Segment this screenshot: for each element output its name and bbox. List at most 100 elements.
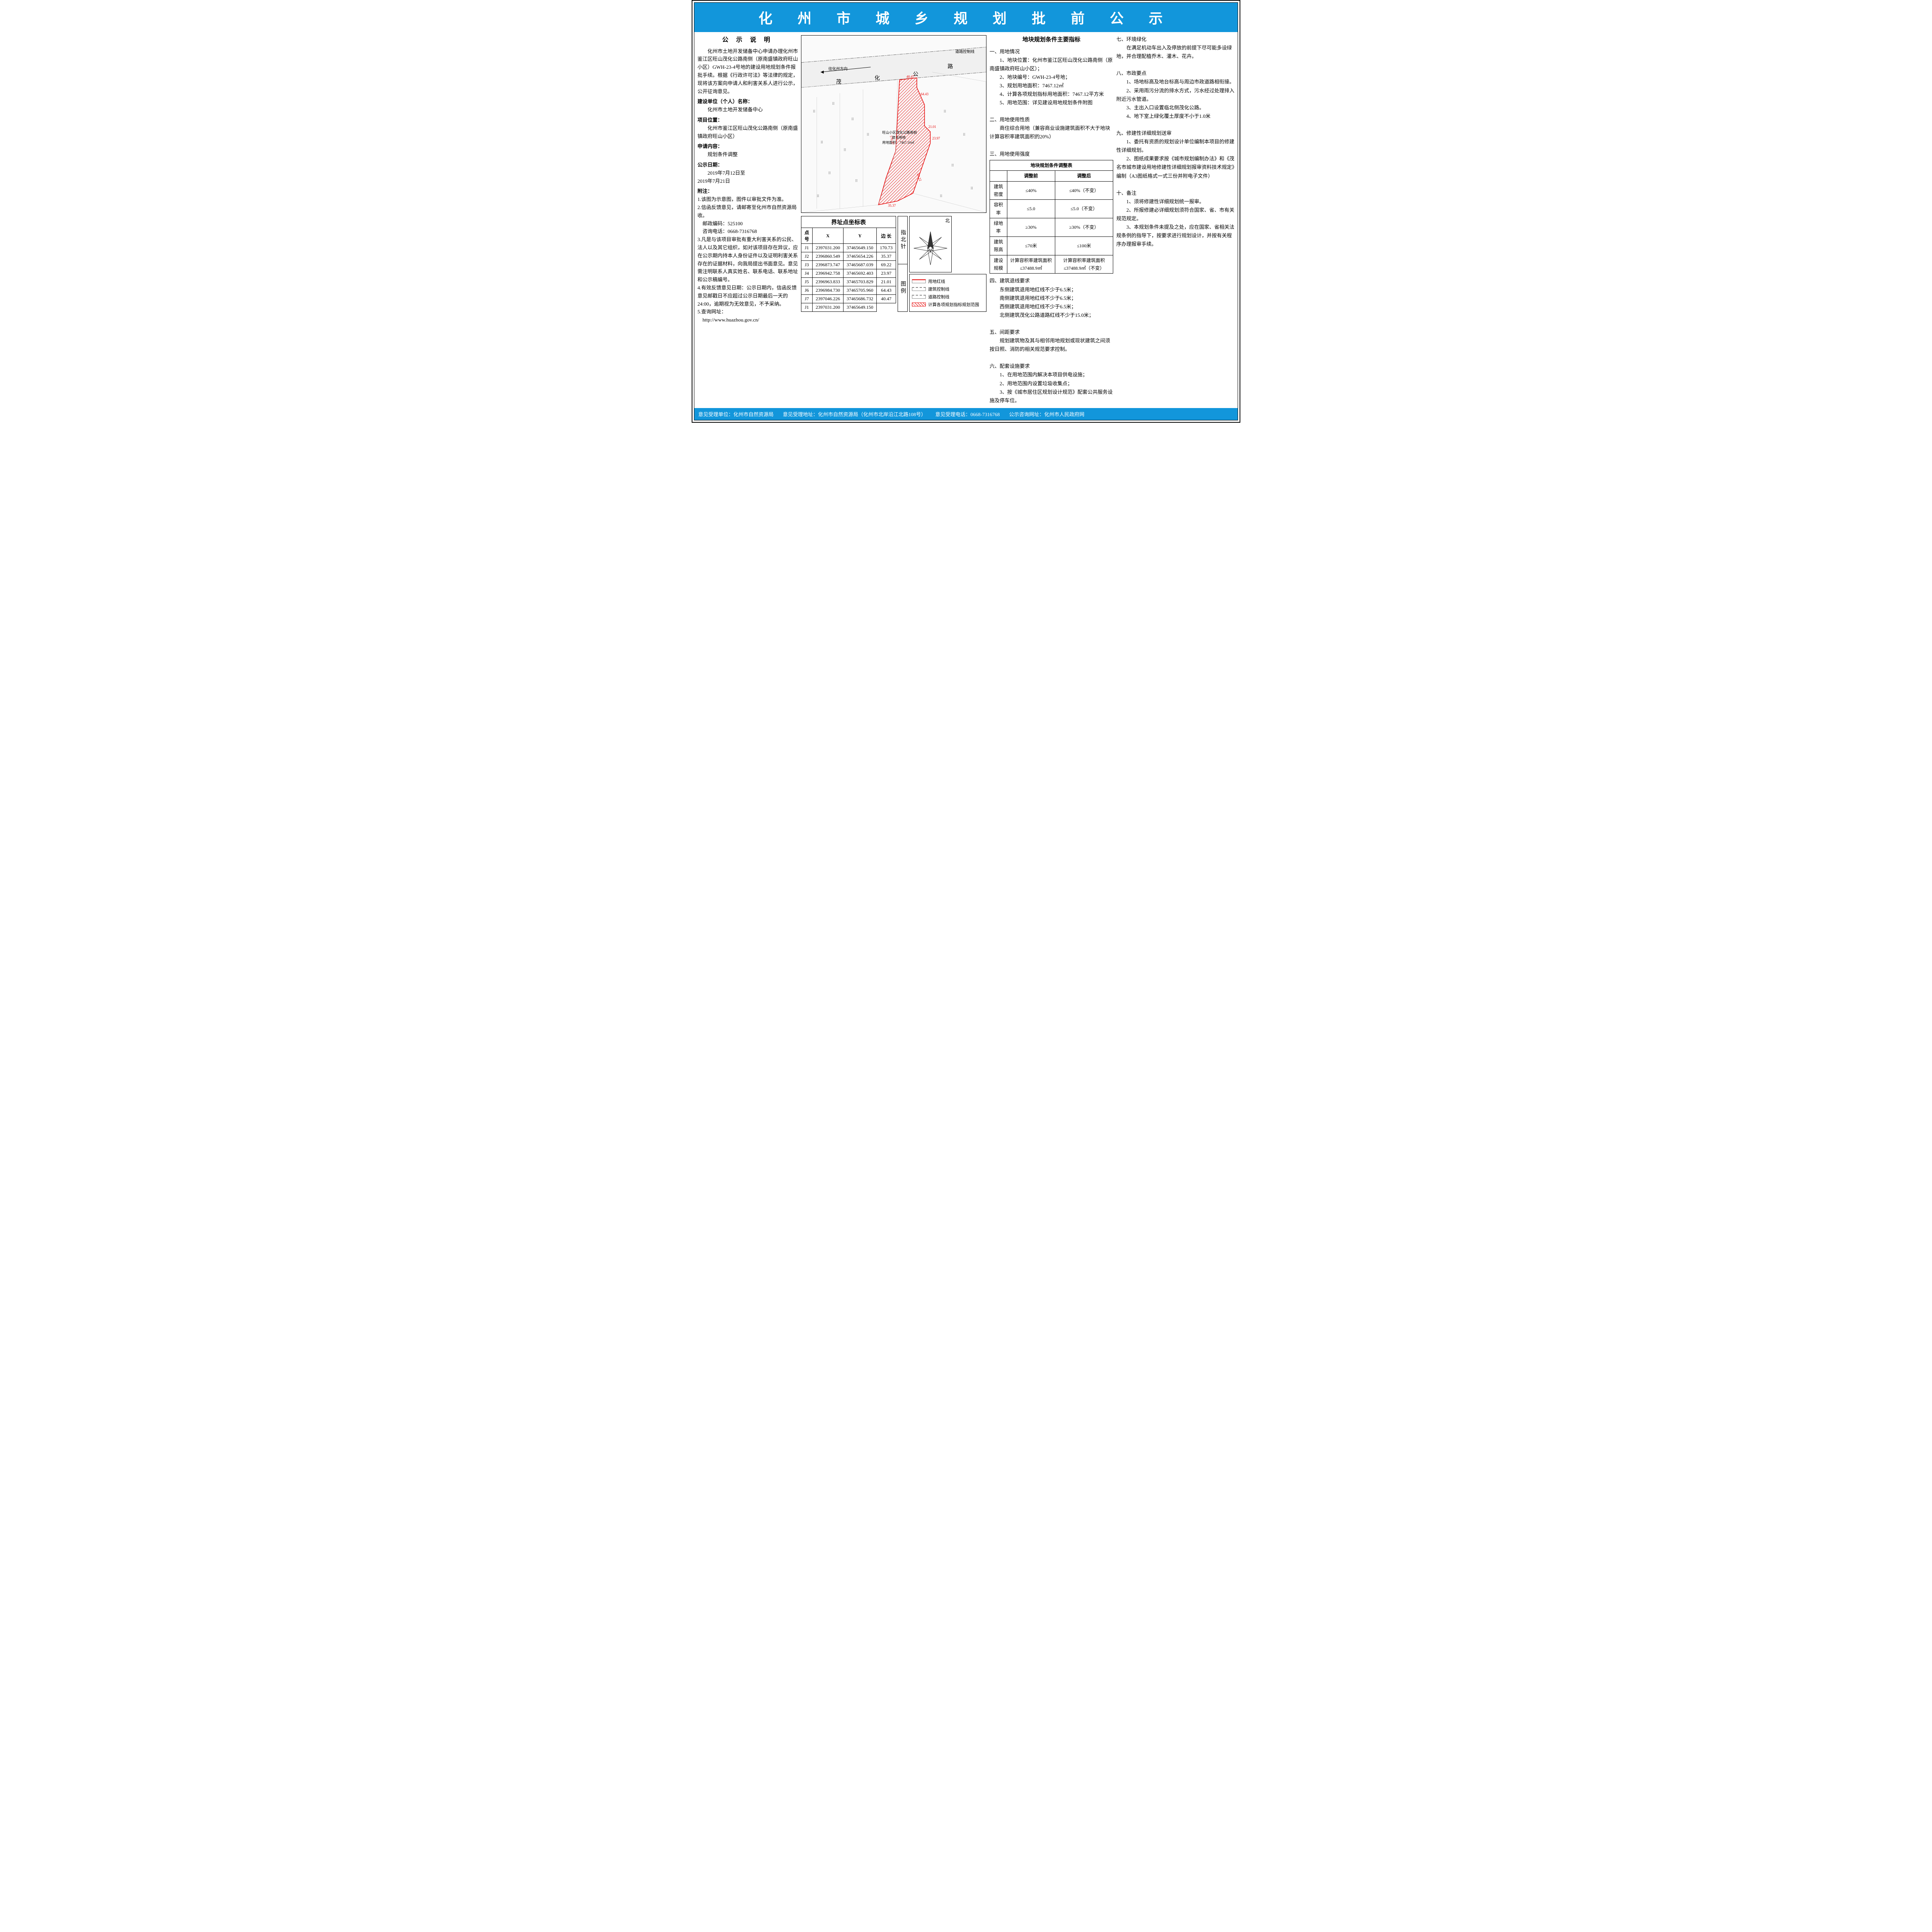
svg-text:II: II (963, 133, 965, 136)
dim-d3: 21.01 (929, 125, 936, 129)
svg-text:往化州方向: 往化州方向 (828, 66, 848, 71)
dim-d4: 23.97 (932, 136, 940, 140)
notice-intro: 化州市土地开发储备中心申请办理化州市鉴江区旺山茂化公路南侧（原南盛镇政府旺山小区… (697, 48, 798, 96)
site-label-1: 旺山小区茂化公路南侧 (882, 130, 917, 134)
site-map: 茂 化 公 路 往化州方向 道路控制线 旺山小区茂化公路南侧 建设用地 用地面积… (801, 35, 986, 213)
s7-h: 七、环境绿化 (1116, 35, 1235, 44)
notice-heading: 公 示 说 明 (697, 35, 798, 45)
attach-1: 1.该图为示意图，图件以审批文件为准。 (697, 196, 798, 204)
s6-2: 2、用地范围内设置垃圾收集点； (990, 379, 1113, 388)
coord-row: J62396984.73037465705.96064.43 (801, 286, 896, 295)
svg-text:II: II (844, 148, 846, 152)
svg-text:II: II (944, 109, 946, 113)
compass-icon (910, 224, 951, 272)
notice-column: 公 示 说 明 化州市土地开发储备中心申请办理化州市鉴江区旺山茂化公路南侧（原南… (697, 35, 798, 405)
legend-row: 道路控制线 (912, 294, 984, 300)
map-column: 茂 化 公 路 往化州方向 道路控制线 旺山小区茂化公路南侧 建设用地 用地面积… (801, 35, 986, 405)
content-area: 公 示 说 明 化州市土地开发储备中心申请办理化州市鉴江区旺山茂化公路南侧（原南… (694, 32, 1238, 408)
s5-1: 规划建筑物及其与相邻用地规划或现状建筑之间须按日照、消防的相关规范要求控制。 (990, 337, 1113, 354)
svg-text:II: II (821, 140, 823, 144)
adj-row: 建筑限高≤70米≤100米 (990, 236, 1113, 255)
adj-row: 建筑密度≤40%≤40%（不变） (990, 181, 1113, 200)
apply-value: 规划条件调整 (697, 151, 798, 159)
s1-1: 1、地块位置：化州市鉴江区旺山茂化公路南侧（原南盛镇政府旺山小区）； (990, 56, 1113, 73)
coord-row: J72397046.22637465686.73240.47 (801, 295, 896, 303)
legend-label: 图例 (898, 264, 907, 312)
footer-bar: 意见受理单位：化州市自然资源局 意见受理地址：化州市自然资源局（化州市北岸沿江北… (694, 408, 1238, 420)
svg-text:II: II (851, 117, 854, 121)
coord-caption: 界址点坐标表 (801, 216, 896, 228)
coordinate-table: 界址点坐标表 点 号 X Y 边 长 J12397031.20037465649… (801, 216, 896, 312)
lower-row: 界址点坐标表 点 号 X Y 边 长 J12397031.20037465649… (801, 216, 986, 312)
s7-1: 在满足机动车出入及停放的前提下尽可能多设绿地，并合理配植乔木、灌木、花卉。 (1116, 44, 1235, 61)
s2-1: 商住综合用地（兼容商业设施建筑面积不大于地块计算容积率建筑面积的20%） (990, 124, 1113, 141)
s10-h: 十、备注 (1116, 189, 1235, 197)
footer-tel: 意见受理电话：0668-7316768 (935, 410, 1000, 418)
compass-box: 北 (909, 216, 952, 272)
s8-3: 3、主出入口设置临北侧茂化公路。 (1116, 104, 1235, 112)
s2-h: 二、用地使用性质 (990, 116, 1113, 124)
s10-1: 1、须将修建性详细规划统一报审。 (1116, 197, 1235, 206)
north-label: 北 (910, 216, 951, 224)
svg-text:II: II (832, 102, 835, 105)
svg-text:II: II (817, 194, 819, 198)
s10-2: 2、所报修建必详细规划须符合国家、省、市有关规范规定。 (1116, 206, 1235, 223)
adj-row: 容积率≤5.0≤5.0（不变） (990, 200, 1113, 218)
s8-1: 1、场地标高及地台标高与周边市政道路相衔接。 (1116, 78, 1235, 86)
s4-3: 西侧建筑退用地红线不少于6.5米； (990, 303, 1113, 311)
legend-text: 建筑控制线 (928, 286, 949, 292)
legend-swatch (912, 303, 926, 306)
legend-swatch (912, 279, 926, 283)
legend-text: 计算各项规划指标规划范围 (928, 301, 979, 308)
date-value: 2019年7月12日至 2019年7月21日 (697, 169, 798, 185)
attach-4: 4.有效反馈意见日期：公示日期内，信函反馈意见邮戳日不应超过公示日期最后一天的2… (697, 284, 798, 308)
s8-2: 2、采用雨污分流的排水方式，污水经过处理排入附近污水管道。 (1116, 87, 1235, 104)
s8-4: 4、地下室上绿化覆土厚度不小于1.0米 (1116, 112, 1235, 121)
s5-h: 五、间距要求 (990, 328, 1113, 337)
svg-text:II: II (867, 133, 869, 136)
indicators-title: 地块规划条件主要指标 (990, 35, 1113, 45)
loc-label: 项目位置： (697, 116, 798, 124)
coord-header-row: 点 号 X Y 边 长 (801, 228, 896, 244)
s6-1: 1、在用地范围内解决本项目供电设施； (990, 371, 1113, 379)
legend-row: 建筑控制线 (912, 286, 984, 292)
loc-value: 化州市鉴江区旺山茂化公路南侧（原南盛镇政府旺山小区） (697, 124, 798, 141)
s1-2: 2、地块编号：GWH-23-4号地； (990, 73, 1113, 82)
s1-5: 5、用地范围：详见建设用地规划条件附图 (990, 99, 1113, 107)
coord-row: J22396860.54937465654.22635.37 (801, 252, 896, 261)
s4-h: 四、建筑退线要求 (990, 277, 1113, 285)
svg-text:II: II (951, 163, 954, 167)
adj-header-row: 调整前 调整后 (990, 171, 1113, 181)
s10-3: 3、本规划条件未提及之处，应在国家、省相关法规条例的指导下，按要求进行规划设计，… (1116, 223, 1235, 248)
legend-text: 道路控制线 (928, 294, 949, 300)
s4-2: 南侧建筑退用地红线不少于6.5米； (990, 294, 1113, 303)
coord-row: J12397031.20037465649.150170.73 (801, 244, 896, 252)
legend-swatch (912, 287, 926, 291)
road-char-4: 路 (947, 64, 953, 70)
legend-swatch (912, 295, 926, 299)
indicators-column: 地块规划条件主要指标 一、用地情况 1、地块位置：化州市鉴江区旺山茂化公路南侧（… (990, 35, 1113, 405)
legend-row: 用地红线 (912, 278, 984, 284)
attach-5-url: http://www.huazhou.gov.cn/ (697, 316, 798, 324)
s9-1: 1、委托有资质的规划设计单位编制本项目的修建性详细规划。 (1116, 138, 1235, 155)
coord-row: J12397031.20037465649.150 (801, 303, 896, 312)
north-arrow (927, 231, 933, 248)
dim-d6: 35.37 (888, 204, 896, 207)
s9-2: 2、图纸成果要求按《城市规划编制办法》和《茂名市城市建设用地修建性详细规划报审资… (1116, 155, 1235, 180)
road-char-1: 茂 (836, 78, 842, 85)
inner-frame: 化 州 市 城 乡 规 划 批 前 公 示 公 示 说 明 化州市土地开发储备中… (694, 2, 1238, 420)
date-label: 公示日期： (697, 161, 798, 169)
s4-1: 东侧建筑退用地红线不少于6.5米； (990, 286, 1113, 294)
s1-3: 3、规划用地面积：7467.12㎡ (990, 82, 1113, 90)
footer-web: 公示咨询网址：化州市人民政府网 (1009, 410, 1084, 418)
apply-label: 申请内容： (697, 143, 798, 151)
attach-label: 附注： (697, 187, 798, 196)
attach-2a: 邮政编码：525100 (697, 220, 798, 228)
attach-2b: 咨询电话：0668-7316768 (697, 228, 798, 236)
coord-row: J32396873.74737465687.03969.22 (801, 261, 896, 269)
unit-label: 建设单位（个人）名称： (697, 98, 798, 106)
svg-text:II: II (813, 109, 815, 113)
attach-2: 2.信函反馈意见，请邮寄至化州市自然资源局收。 (697, 204, 798, 220)
s3-h: 三、用地使用强度 (990, 150, 1113, 158)
unit-value: 化州市土地开发储备中心 (697, 106, 798, 114)
